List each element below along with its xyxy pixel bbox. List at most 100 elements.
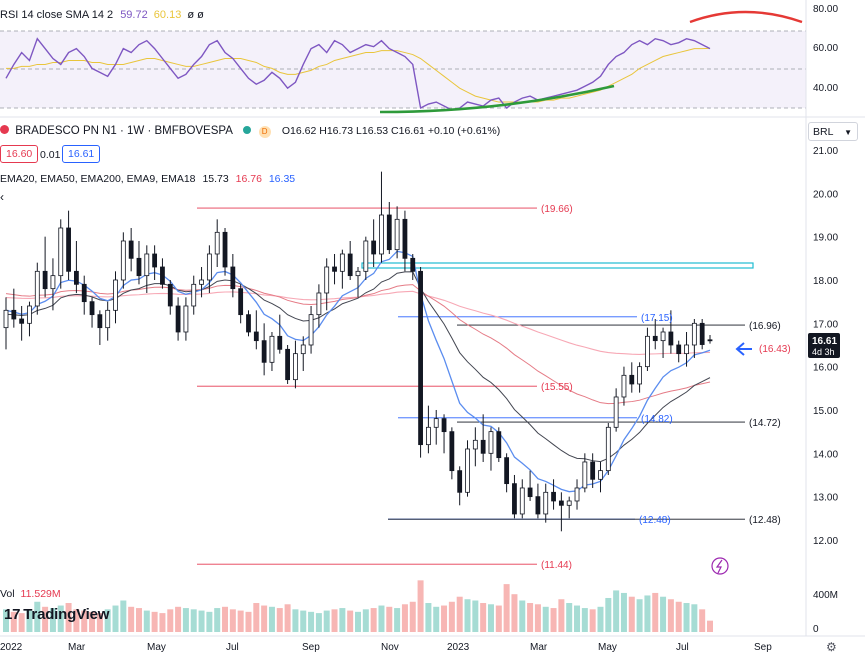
ema-value-1: 15.73 bbox=[202, 173, 229, 185]
candle bbox=[684, 331, 689, 367]
rsi-extra: ø ø bbox=[187, 9, 204, 21]
candle bbox=[480, 414, 486, 462]
volume-bar bbox=[636, 599, 643, 632]
delayed-badge-icon: D bbox=[258, 126, 271, 138]
volume-bar bbox=[441, 605, 448, 632]
candle bbox=[691, 318, 697, 358]
rsi-sma-line bbox=[6, 47, 711, 103]
candle bbox=[113, 271, 118, 324]
volume-bar bbox=[300, 610, 307, 632]
ema-legend[interactable]: EMA20, EMA50, EMA200, EMA9, EMA18 15.73 … bbox=[0, 173, 295, 185]
candle bbox=[89, 297, 95, 328]
volume-bar bbox=[362, 609, 369, 632]
candle bbox=[605, 422, 611, 475]
candle bbox=[699, 318, 705, 350]
volume-bar bbox=[347, 610, 354, 632]
candle bbox=[504, 453, 510, 493]
volume-bars bbox=[3, 580, 713, 632]
candle bbox=[363, 236, 369, 280]
symbol-legend[interactable]: BRADESCO PN N1 · 1W · BMFBOVESPA D O16.6… bbox=[0, 125, 500, 138]
currency-select[interactable]: BRL ▼ bbox=[808, 122, 858, 141]
volume-bar bbox=[355, 611, 361, 632]
rsi-band bbox=[0, 31, 806, 108]
price-tick-label: 19.00 bbox=[813, 233, 838, 244]
candle bbox=[410, 253, 416, 280]
volume-bar bbox=[495, 605, 502, 632]
ask-price[interactable]: 16.61 bbox=[62, 145, 101, 163]
settings-gear-icon[interactable]: ⚙ bbox=[826, 640, 837, 654]
candle bbox=[136, 240, 142, 285]
volume-bar bbox=[574, 605, 581, 632]
volume-bar bbox=[597, 606, 604, 632]
volume-bar bbox=[433, 606, 440, 632]
volume-bar bbox=[222, 606, 229, 632]
volume-bar bbox=[550, 608, 557, 632]
volume-bar bbox=[675, 601, 682, 632]
resistance-zone-box bbox=[361, 262, 754, 269]
volume-bar bbox=[456, 596, 463, 632]
candle bbox=[574, 479, 580, 510]
level-label: (12.48) bbox=[749, 515, 781, 526]
candle bbox=[433, 409, 439, 445]
price-tick-label: 17.00 bbox=[813, 319, 838, 330]
volume-bar bbox=[135, 608, 142, 632]
volume-bar bbox=[253, 603, 260, 632]
volume-bar bbox=[198, 610, 205, 632]
price-tick-label: 20.00 bbox=[813, 189, 838, 200]
candle bbox=[74, 240, 79, 293]
bid-price[interactable]: 16.60 bbox=[0, 145, 39, 163]
volume-bar bbox=[589, 609, 596, 632]
time-axis-label: Jul bbox=[226, 642, 239, 653]
candle bbox=[488, 427, 494, 471]
ohlc-values: O16.62 H16.73 L16.53 C16.61 +0.10 (+0.61… bbox=[281, 125, 501, 137]
level-label: (19.66) bbox=[541, 204, 573, 215]
logo-text: TradingView bbox=[23, 606, 110, 623]
candle bbox=[371, 219, 377, 267]
tradingview-logo[interactable]: 17 TradingView bbox=[4, 606, 109, 623]
volume-bar bbox=[104, 609, 111, 632]
candle bbox=[308, 305, 314, 354]
volume-bar bbox=[386, 606, 393, 632]
rsi-axis-40: 40.00 bbox=[813, 83, 838, 94]
volume-bar bbox=[190, 609, 197, 632]
candle bbox=[551, 479, 556, 510]
ema200-line bbox=[5, 290, 711, 355]
volume-bar bbox=[10, 611, 17, 632]
volume-bar bbox=[644, 595, 651, 632]
candle bbox=[97, 310, 103, 345]
rsi-annotation-curve-bottom bbox=[379, 84, 615, 114]
level-label: (14.72) bbox=[749, 418, 781, 429]
volume-bar bbox=[378, 605, 385, 632]
ema20-line bbox=[5, 271, 711, 463]
volume-bar bbox=[18, 613, 25, 632]
candle bbox=[105, 301, 111, 341]
candle bbox=[441, 414, 447, 454]
volume-bar bbox=[503, 584, 510, 632]
volume-bar bbox=[284, 604, 291, 632]
volume-bar bbox=[276, 608, 283, 632]
time-axis-label: Mar bbox=[530, 642, 548, 653]
collapse-chevron-icon[interactable]: ‹ bbox=[0, 190, 4, 204]
volume-bar bbox=[683, 603, 690, 632]
time-axis-label: Sep bbox=[302, 642, 320, 653]
volume-bar bbox=[182, 608, 189, 632]
candle bbox=[206, 245, 212, 293]
candle bbox=[66, 210, 71, 280]
candle bbox=[238, 284, 244, 324]
volume-bar bbox=[566, 603, 573, 632]
symbol-title: BRADESCO PN N1 · 1W · BMFBOVESPA bbox=[15, 125, 233, 137]
volume-bar bbox=[527, 603, 534, 632]
rsi-pane: 80.00 60.00 40.00 bbox=[0, 4, 838, 114]
candle bbox=[42, 236, 48, 298]
volume-axis-0: 0 bbox=[813, 624, 819, 635]
time-axis-label: Jul bbox=[676, 642, 689, 653]
candle bbox=[285, 344, 291, 384]
candle bbox=[316, 284, 322, 328]
time-axis-label: Mar bbox=[68, 642, 86, 653]
volume-label: Vol bbox=[0, 588, 15, 600]
volume-value: 11.529M bbox=[20, 588, 61, 600]
candle bbox=[347, 240, 353, 280]
volume-bar bbox=[425, 603, 432, 632]
price-tick-label: 13.00 bbox=[813, 493, 838, 504]
